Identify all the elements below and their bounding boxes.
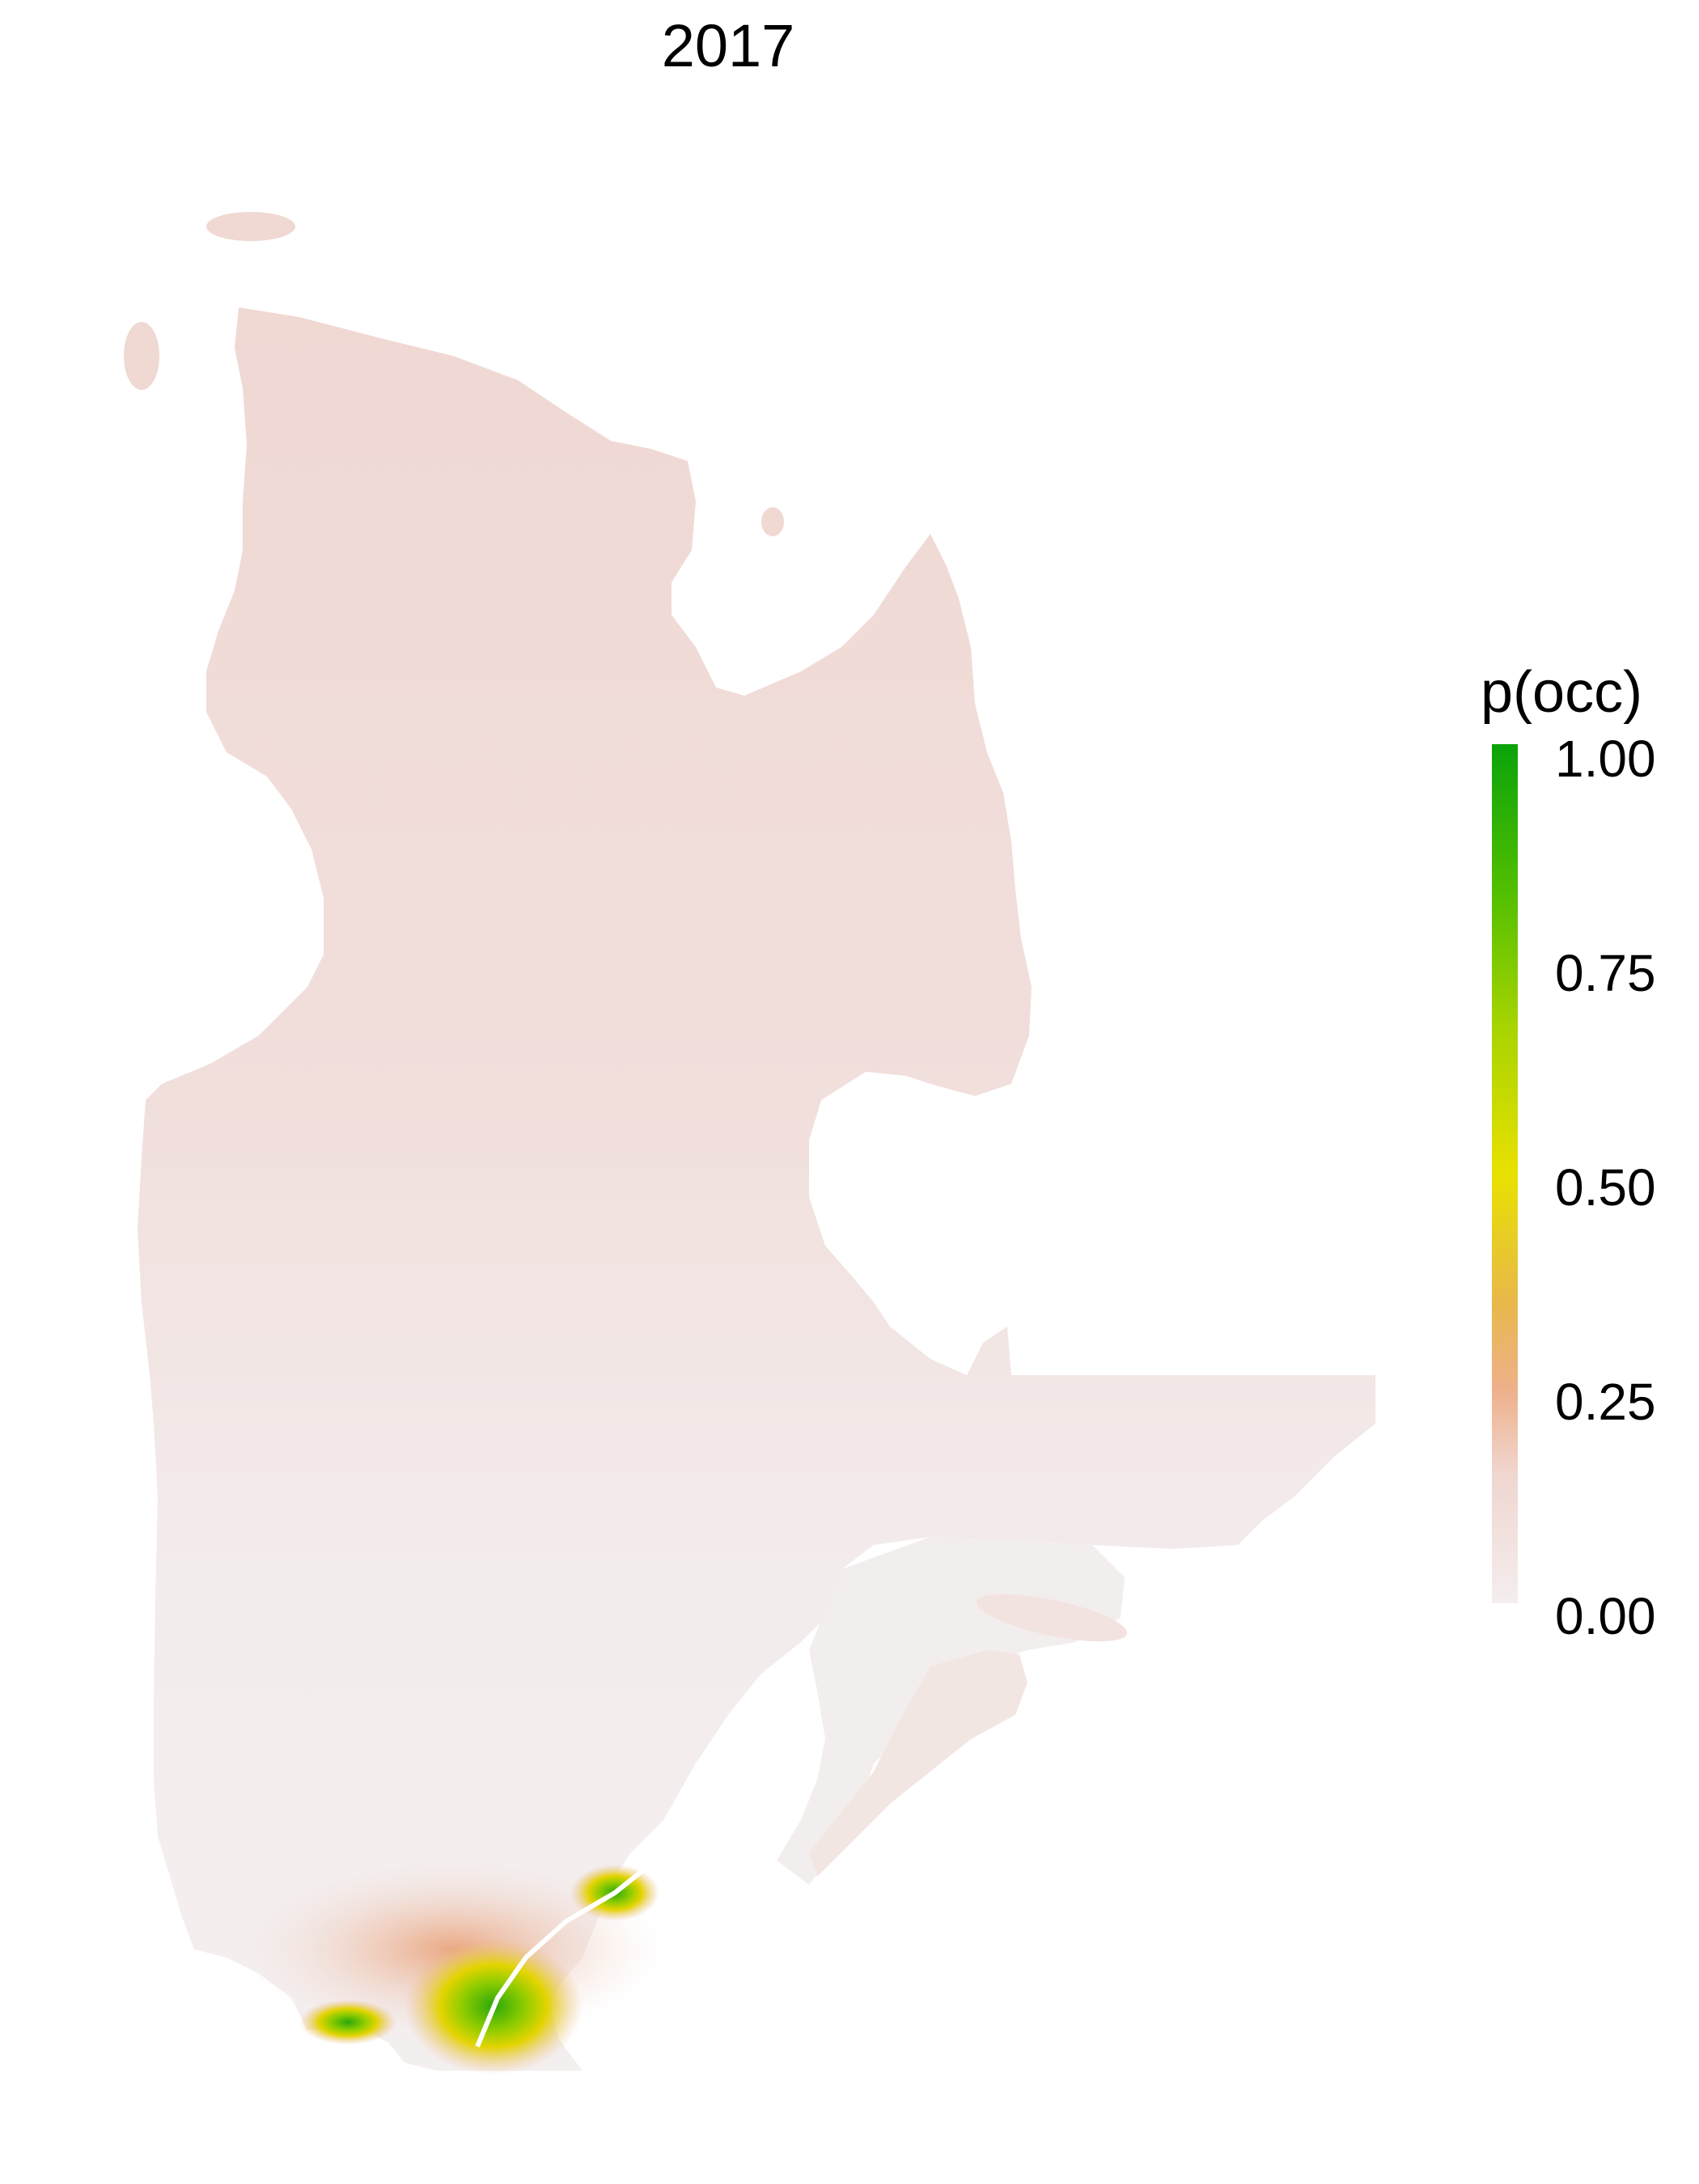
legend-tick-label: 1.00 xyxy=(1555,730,1656,788)
hotspot-west xyxy=(299,2000,396,2045)
region-south-shore xyxy=(809,1650,1027,1877)
legend-tick-label: 0.75 xyxy=(1555,944,1656,1002)
legend-tick-label: 0.00 xyxy=(1555,1587,1656,1645)
map-title: 2017 xyxy=(661,12,795,79)
island-west xyxy=(124,322,159,390)
island-east xyxy=(761,507,784,536)
island-north xyxy=(206,212,295,241)
color-legend: p(occ) 1.00 0.75 0.50 0.25 0.00 xyxy=(1481,659,1691,1642)
legend-tick-label: 0.50 xyxy=(1555,1158,1656,1217)
legend-tick-label: 0.25 xyxy=(1555,1373,1656,1431)
legend-color-bar xyxy=(1492,744,1518,1603)
occupancy-map xyxy=(124,212,1375,2075)
legend-title: p(occ) xyxy=(1481,660,1643,725)
island-anticosti xyxy=(976,1594,1128,1642)
river-line xyxy=(475,1794,714,2048)
region-landmass xyxy=(138,307,1375,2071)
